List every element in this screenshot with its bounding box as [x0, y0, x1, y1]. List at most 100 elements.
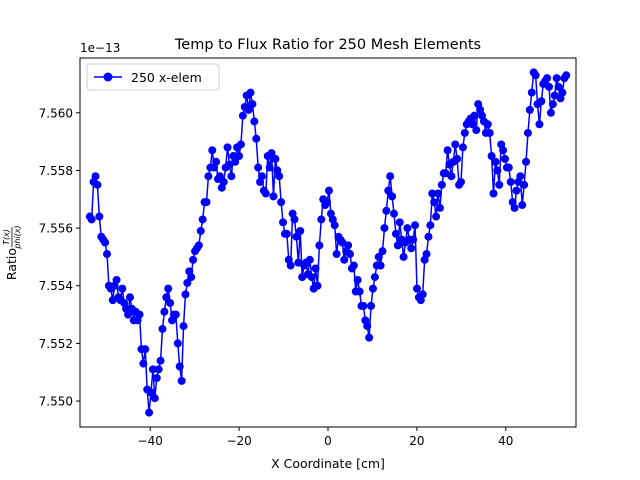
data-point — [407, 244, 416, 253]
data-point — [215, 172, 224, 181]
data-point — [380, 224, 389, 233]
data-point — [510, 203, 519, 212]
data-point — [384, 186, 393, 195]
data-point — [267, 149, 276, 158]
data-point — [279, 218, 288, 227]
y-tick-label: 7.556 — [39, 222, 73, 236]
data-point — [491, 157, 500, 166]
data-point — [179, 322, 188, 331]
y-offset-text: 1e−13 — [80, 41, 120, 55]
data-point — [244, 105, 253, 114]
data-point — [248, 100, 257, 109]
data-point — [430, 198, 439, 207]
data-point — [296, 226, 305, 235]
y-tick-label: 7.552 — [39, 337, 73, 351]
data-point — [141, 345, 150, 354]
data-point — [93, 180, 102, 189]
data-point — [286, 261, 295, 270]
data-point — [562, 71, 571, 80]
data-point — [527, 88, 536, 97]
data-point — [435, 203, 444, 212]
data-point — [456, 177, 465, 186]
data-point — [252, 134, 261, 143]
data-point — [426, 221, 435, 230]
data-point — [196, 226, 205, 235]
data-point — [382, 206, 391, 215]
data-point — [411, 221, 420, 230]
y-tick-label: 7.550 — [39, 395, 73, 409]
data-point — [418, 290, 427, 299]
data-point — [552, 74, 561, 83]
data-point — [525, 105, 534, 114]
legend-label: 250 x-elem — [131, 70, 202, 85]
data-point — [546, 108, 555, 117]
data-point — [447, 172, 456, 181]
data-point — [147, 388, 156, 397]
data-point — [399, 252, 408, 261]
chart-title: Temp to Flux Ratio for 250 Mesh Elements — [174, 37, 481, 53]
data-point — [246, 88, 255, 97]
data-point — [367, 301, 376, 310]
data-point — [412, 284, 421, 293]
data-point — [346, 250, 354, 259]
data-point — [332, 250, 341, 259]
data-point — [388, 192, 397, 201]
data-point — [250, 117, 259, 126]
data-point — [315, 241, 324, 250]
data-point — [158, 324, 167, 333]
data-point — [393, 241, 402, 250]
data-point — [265, 163, 274, 172]
data-point — [487, 152, 496, 161]
data-point — [277, 198, 286, 207]
data-point — [458, 143, 467, 152]
data-point — [460, 128, 469, 137]
x-axis-label: X Coordinate [cm] — [271, 456, 385, 471]
data-point — [223, 143, 232, 152]
data-point — [344, 241, 353, 250]
y-tick-label: 7.560 — [39, 106, 73, 120]
data-point — [483, 120, 492, 129]
data-point — [275, 172, 284, 181]
data-point — [290, 215, 299, 224]
x-tick-label: 0 — [324, 434, 332, 448]
data-point — [409, 235, 418, 244]
data-point — [365, 333, 374, 342]
plot-area — [85, 68, 571, 417]
data-point — [313, 281, 322, 290]
data-point — [194, 241, 203, 250]
data-point — [317, 215, 326, 224]
data-point — [443, 146, 452, 155]
data-point — [150, 394, 159, 403]
data-point — [219, 177, 228, 186]
data-point — [432, 212, 441, 221]
data-point — [323, 198, 332, 207]
data-point — [162, 293, 171, 302]
data-point — [363, 322, 372, 331]
data-point — [520, 180, 529, 189]
y-tick-label: 7.558 — [39, 164, 73, 178]
data-point — [470, 111, 479, 120]
data-point — [204, 172, 213, 181]
data-point — [434, 189, 443, 198]
data-point — [378, 247, 387, 256]
data-point — [187, 273, 196, 282]
data-point — [353, 275, 362, 284]
data-point — [518, 201, 527, 210]
y-axis-label-prefix: Ratio — [4, 248, 19, 280]
data-point — [453, 154, 462, 163]
data-point — [238, 111, 247, 120]
data-point — [390, 209, 399, 218]
data-point — [548, 100, 557, 109]
data-point — [257, 172, 266, 181]
data-point — [522, 157, 531, 166]
data-point — [177, 376, 186, 385]
data-point — [292, 232, 301, 241]
data-point — [154, 365, 163, 374]
data-point — [324, 186, 333, 195]
data-point — [545, 82, 553, 91]
data-point — [437, 180, 446, 189]
data-point — [171, 310, 180, 319]
data-point — [139, 359, 148, 368]
legend-marker-sample — [103, 72, 113, 82]
